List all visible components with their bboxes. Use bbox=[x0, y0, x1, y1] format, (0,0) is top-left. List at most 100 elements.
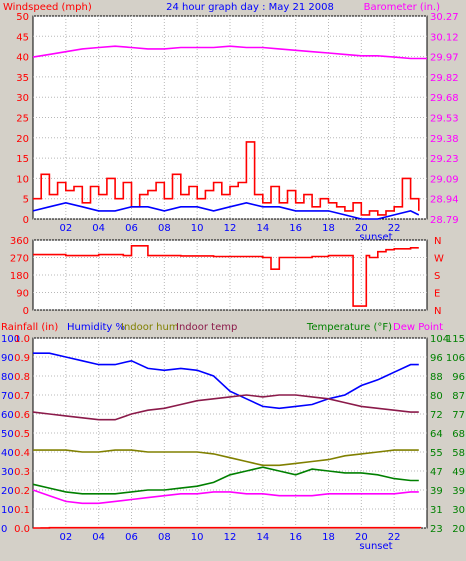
barometer-tick-label: 28.79 bbox=[430, 215, 459, 226]
p1-xtick-label: 04 bbox=[92, 223, 105, 234]
dewpoint-tick-label: 96 bbox=[452, 372, 465, 383]
humidity-tick-label: 30 bbox=[1, 467, 14, 478]
humidity-tick-label: 60 bbox=[1, 410, 14, 421]
rainfall-tick-label: 0.4 bbox=[14, 448, 30, 459]
panel-2-frame bbox=[33, 240, 427, 310]
rainfall-tick-label: 0.7 bbox=[14, 391, 30, 402]
humidity-tick-label: 20 bbox=[1, 486, 14, 497]
barometer-axis-label: Barometer (in.) bbox=[364, 2, 440, 13]
p1-xtick-label: 08 bbox=[158, 223, 171, 234]
p1-xtick-label: 06 bbox=[125, 223, 138, 234]
p1-xtick-label: 10 bbox=[191, 223, 204, 234]
p3-xtick-label: 18 bbox=[322, 532, 335, 543]
humidity-tick-label: 70 bbox=[1, 391, 14, 402]
p3-xtick-label: 06 bbox=[125, 532, 138, 543]
rainfall-tick-label: 0.1 bbox=[14, 505, 30, 516]
p3-xtick-label: 16 bbox=[289, 532, 302, 543]
wind-tick-label: 15 bbox=[16, 154, 29, 165]
dewpoint-axis-label: Dew Point bbox=[393, 322, 443, 333]
direction-degree-label: 90 bbox=[16, 289, 29, 300]
humidity-tick-label: 10 bbox=[1, 505, 14, 516]
direction-degree-label: 180 bbox=[10, 271, 29, 282]
temperature-tick-label: 47 bbox=[430, 467, 443, 478]
dewpoint-tick-label: 68 bbox=[452, 429, 465, 440]
temperature-tick-label: 55 bbox=[430, 448, 443, 459]
wind-tick-label: 50 bbox=[16, 12, 29, 23]
dewpoint-tick-label: 87 bbox=[452, 391, 465, 402]
rainfall-tick-label: 0.2 bbox=[14, 486, 30, 497]
humidity-axis-label: Humidity % bbox=[67, 322, 125, 333]
rainfall-tick-label: 0.8 bbox=[14, 372, 30, 383]
barometer-tick-label: 28.94 bbox=[430, 195, 459, 206]
direction-degree-label: 0 bbox=[23, 306, 29, 317]
p1-xtick-label: 12 bbox=[224, 223, 237, 234]
dewpoint-tick-label: 49 bbox=[452, 467, 465, 478]
barometer-tick-label: 30.12 bbox=[430, 32, 459, 43]
wind-tick-label: 20 bbox=[16, 134, 29, 145]
wind-tick-label: 30 bbox=[16, 93, 29, 104]
p1-xtick-label: 18 bbox=[322, 223, 335, 234]
direction-degree-label: 360 bbox=[10, 236, 29, 247]
wind-tick-label: 10 bbox=[16, 174, 29, 185]
temperature-tick-label: 80 bbox=[430, 391, 443, 402]
barometer-tick-label: 29.53 bbox=[430, 114, 459, 125]
temperature-tick-label: 39 bbox=[430, 486, 443, 497]
humidity-tick-label: 90 bbox=[1, 353, 14, 364]
humidity-tick-label: 40 bbox=[1, 448, 14, 459]
indoor-hum-label: Indoor hum bbox=[121, 322, 179, 333]
p3-xtick-label: 14 bbox=[256, 532, 269, 543]
wind-tick-label: 35 bbox=[16, 73, 29, 84]
rainfall-tick-label: 1.0 bbox=[14, 334, 30, 345]
rainfall-tick-label: 0.5 bbox=[14, 429, 30, 440]
humidity-tick-label: 50 bbox=[1, 429, 14, 440]
temperature-tick-label: 72 bbox=[430, 410, 443, 421]
dewpoint-tick-label: 39 bbox=[452, 486, 465, 497]
barometer-tick-label: 29.38 bbox=[430, 134, 459, 145]
p1-xtick-label: 16 bbox=[289, 223, 302, 234]
wind-tick-label: 40 bbox=[16, 53, 29, 64]
rainfall-tick-label: 0.9 bbox=[14, 353, 30, 364]
wind-tick-label: 45 bbox=[16, 32, 29, 43]
temperature-tick-label: 88 bbox=[430, 372, 443, 383]
rainfall-tick-label: 0.3 bbox=[14, 467, 30, 478]
compass-label: W bbox=[434, 254, 444, 265]
p3-xtick-label: 10 bbox=[191, 532, 204, 543]
temperature-tick-label: 96 bbox=[430, 353, 443, 364]
barometer-tick-label: 29.23 bbox=[430, 154, 459, 165]
p3-xtick-label: 12 bbox=[224, 532, 237, 543]
dewpoint-tick-label: 20 bbox=[452, 524, 465, 535]
indoor-temp-label: Indoor temp bbox=[176, 322, 237, 333]
compass-label: E bbox=[434, 289, 440, 300]
p1-xtick-label: 14 bbox=[256, 223, 269, 234]
p1-xtick-label: 02 bbox=[59, 223, 72, 234]
dewpoint-tick-label: 58 bbox=[452, 448, 465, 459]
humidity-tick-label: 0 bbox=[1, 524, 7, 535]
wind-tick-label: 25 bbox=[16, 114, 29, 125]
barometer-tick-label: 29.82 bbox=[430, 73, 459, 84]
humidity-tick-label: 80 bbox=[1, 372, 14, 383]
dewpoint-tick-label: 30 bbox=[452, 505, 465, 516]
dewpoint-tick-label: 106 bbox=[446, 353, 465, 364]
panel-3-frame bbox=[33, 338, 427, 528]
rainfall-tick-label: 0.6 bbox=[14, 410, 30, 421]
barometer-tick-label: 29.97 bbox=[430, 53, 459, 64]
compass-label: S bbox=[434, 271, 440, 282]
sunset-label-3: sunset bbox=[359, 541, 392, 552]
chart-title: 24 hour graph day : May 21 2008 bbox=[166, 2, 334, 13]
wind-tick-label: 5 bbox=[23, 195, 29, 206]
temperature-axis-label: Temperature (°F) bbox=[306, 322, 392, 333]
temperature-tick-label: 64 bbox=[430, 429, 443, 440]
p3-xtick-label: 08 bbox=[158, 532, 171, 543]
dewpoint-tick-label: 115 bbox=[446, 334, 465, 345]
compass-label: N bbox=[434, 306, 441, 317]
wind-tick-label: 0 bbox=[23, 215, 29, 226]
p3-xtick-label: 02 bbox=[59, 532, 72, 543]
temperature-tick-label: 31 bbox=[430, 505, 443, 516]
temperature-tick-label: 23 bbox=[430, 524, 443, 535]
barometer-tick-label: 30.27 bbox=[430, 12, 459, 23]
direction-degree-label: 270 bbox=[10, 254, 29, 265]
p3-xtick-label: 04 bbox=[92, 532, 105, 543]
barometer-tick-label: 29.68 bbox=[430, 93, 459, 104]
